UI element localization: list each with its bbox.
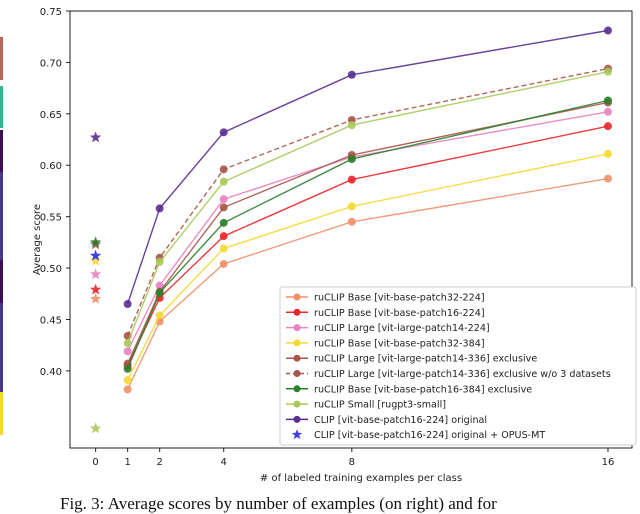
data-point — [155, 288, 164, 297]
color-strip-segment — [0, 86, 3, 128]
x-tick-label: 0 — [92, 457, 98, 468]
x-tick-label: 16 — [602, 457, 615, 468]
data-point — [219, 259, 228, 268]
y-axis-label: Average score — [32, 204, 43, 275]
series-clip-vit-base-patch16-224-original-opus-mt — [89, 249, 102, 261]
zero-shot-star — [89, 236, 102, 248]
data-point — [219, 232, 228, 241]
plot-frame — [69, 10, 633, 449]
y-tick-label: 0.40 — [40, 367, 62, 378]
y-tick-label: 0.55 — [40, 213, 62, 224]
data-point — [155, 204, 164, 213]
legend-star-icon — [291, 429, 303, 440]
color-strip-segment — [0, 130, 3, 172]
data-point — [347, 155, 356, 164]
data-point — [347, 175, 356, 184]
data-point — [347, 217, 356, 226]
series-ruclip-base-vit-base-patch16-384-exclusive — [89, 96, 612, 373]
y-tick-label: 0.70 — [40, 58, 62, 69]
legend-label: CLIP [vit-base-patch16-224] original — [314, 415, 487, 426]
data-point — [123, 385, 132, 394]
legend-marker — [293, 400, 301, 408]
legend-label: ruCLIP Base [vit-base-patch32-224] — [314, 293, 485, 304]
y-tick-label: 0.50 — [40, 264, 62, 275]
data-point — [219, 177, 228, 186]
series-ruclip-base-vit-base-patch32-224- — [89, 174, 612, 394]
zero-shot-star — [89, 422, 102, 434]
data-point — [603, 96, 612, 105]
x-tick-label: 4 — [221, 457, 227, 468]
y-tick-label: 0.45 — [40, 315, 62, 326]
color-strip-segment — [0, 260, 3, 303]
series-line — [126, 29, 609, 305]
x-tick-label: 1 — [124, 457, 130, 468]
legend-label: ruCLIP Base [vit-base-patch32-384] — [314, 338, 485, 349]
y-tick-label: 0.65 — [40, 110, 62, 121]
x-tick-label: 8 — [349, 457, 355, 468]
zero-shot-star — [89, 268, 102, 280]
data-point — [219, 195, 228, 204]
x-tick-label: 2 — [156, 457, 162, 468]
data-point — [123, 376, 132, 385]
color-strip-segment — [0, 392, 3, 435]
data-point — [219, 218, 228, 227]
legend-label: ruCLIP Large [vit-large-patch14-336] exc… — [314, 369, 611, 380]
legend-marker — [293, 339, 301, 347]
legend-marker — [293, 415, 301, 423]
legend-label: ruCLIP Base [vit-base-patch16-224] — [314, 308, 485, 319]
data-point — [155, 311, 164, 320]
legend-marker — [293, 370, 301, 377]
legend-label: ruCLIP Large [vit-large-patch14-336] exc… — [314, 354, 537, 365]
figure-caption: Fig. 3: Average scores by number of exam… — [60, 494, 497, 513]
data-point — [347, 202, 356, 211]
data-point — [603, 67, 612, 76]
legend-marker — [293, 308, 301, 316]
zero-shot-star — [89, 131, 102, 143]
data-point — [219, 203, 228, 212]
y-tick-label: 0.75 — [40, 7, 62, 18]
zero-shot-star — [89, 292, 102, 304]
data-point — [219, 165, 228, 174]
data-point — [219, 244, 228, 253]
data-point — [603, 26, 612, 35]
data-point — [155, 281, 164, 290]
legend-box — [279, 286, 637, 446]
color-strip-segment — [0, 303, 3, 392]
legend-marker — [293, 293, 301, 301]
series-ruclip-large-vit-large-patch14-224- — [89, 107, 612, 356]
legend-label: ruCLIP Small [rugpt3-small] — [314, 400, 446, 411]
data-point — [123, 339, 132, 348]
legend-label: ruCLIP Large [vit-large-patch14-224] — [314, 323, 490, 334]
legend-label: ruCLIP Base [vit-base-patch16-384] exclu… — [314, 384, 532, 395]
data-point — [219, 128, 228, 137]
line-chart: 0.40 0.45 0.50 0.55 0.60 0.65 0.70 0.75 0 1 2 4 8 16 #… — [32, 7, 637, 484]
color-strip-segment — [0, 172, 3, 260]
zero-shot-star — [89, 249, 102, 261]
color-strip-segment — [0, 37, 3, 80]
legend-marker — [293, 385, 301, 393]
x-axis-label: # of labeled training examples per class — [260, 473, 462, 484]
data-point — [347, 121, 356, 130]
data-point — [603, 174, 612, 183]
legend-marker — [293, 324, 301, 332]
series-ruclip-base-vit-base-patch32-384- — [89, 149, 612, 385]
data-point — [123, 300, 132, 309]
legend-marker — [293, 354, 301, 362]
y-tick-label: 0.60 — [40, 161, 62, 172]
data-point — [123, 364, 132, 373]
data-point — [603, 107, 612, 116]
series-clip-vit-base-patch16-224-original — [89, 26, 612, 309]
legend-label: CLIP [vit-base-patch16-224] original + O… — [314, 430, 545, 441]
data-point — [603, 149, 612, 158]
data-point — [347, 70, 356, 79]
data-point — [603, 122, 612, 131]
series-ruclip-small-rugpt3-small- — [89, 67, 612, 434]
zero-shot-star — [89, 254, 102, 266]
data-point — [123, 347, 132, 356]
zero-shot-star — [89, 283, 102, 295]
data-point — [155, 257, 164, 266]
